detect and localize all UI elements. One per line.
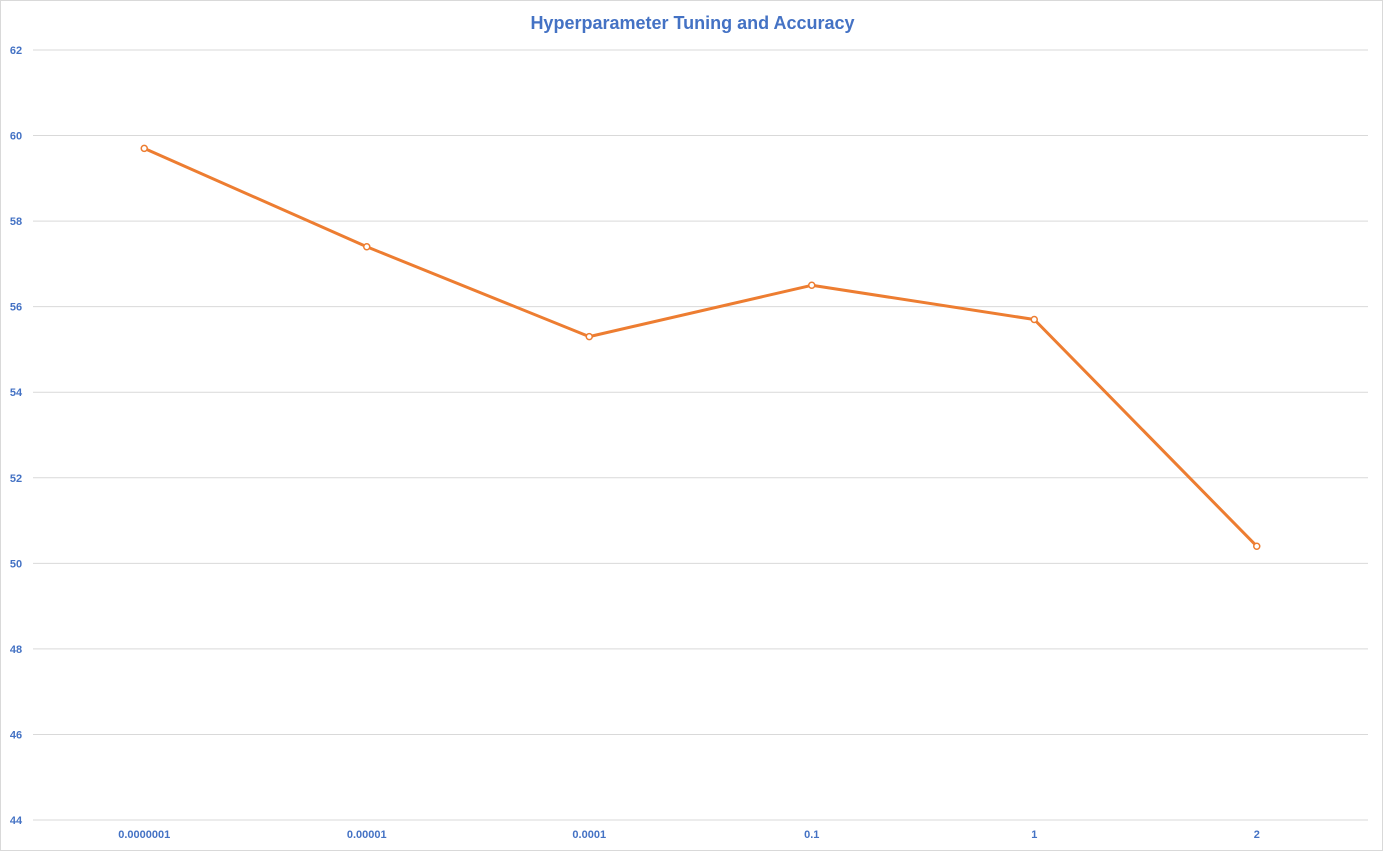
chart-title: Hyperparameter Tuning and Accuracy <box>530 13 855 33</box>
y-tick-label: 48 <box>10 644 22 656</box>
x-tick-label: 0.0000001 <box>118 829 170 841</box>
data-point <box>1030 315 1038 324</box>
x-tick-label: 0.00001 <box>347 829 387 841</box>
y-tick-label: 44 <box>10 815 23 827</box>
x-tick-label: 1 <box>1031 829 1037 841</box>
y-tick-label: 58 <box>10 216 22 228</box>
data-point <box>140 144 148 153</box>
y-axis-ticks: 44 46 48 50 52 54 56 58 60 62 <box>10 45 23 827</box>
y-tick-label: 60 <box>10 131 22 143</box>
gridlines <box>33 49 1368 821</box>
x-tick-label: 2 <box>1254 829 1260 841</box>
x-tick-label: 0.0001 <box>572 829 606 841</box>
data-point <box>363 243 371 251</box>
x-tick-label: 0.1 <box>804 829 819 841</box>
y-tick-label: 46 <box>10 729 22 741</box>
y-tick-label: 50 <box>10 558 22 570</box>
data-point <box>585 332 593 341</box>
series-line <box>142 146 1259 548</box>
series <box>140 144 1261 550</box>
y-tick-label: 62 <box>10 45 22 57</box>
data-point <box>1253 542 1261 550</box>
y-tick-label: 52 <box>10 473 22 485</box>
y-tick-label: 54 <box>10 387 23 399</box>
y-tick-label: 56 <box>10 302 22 314</box>
x-axis-ticks: 0.0000001 0.00001 0.0001 0.1 1 2 <box>118 829 1260 841</box>
data-point <box>808 281 816 290</box>
